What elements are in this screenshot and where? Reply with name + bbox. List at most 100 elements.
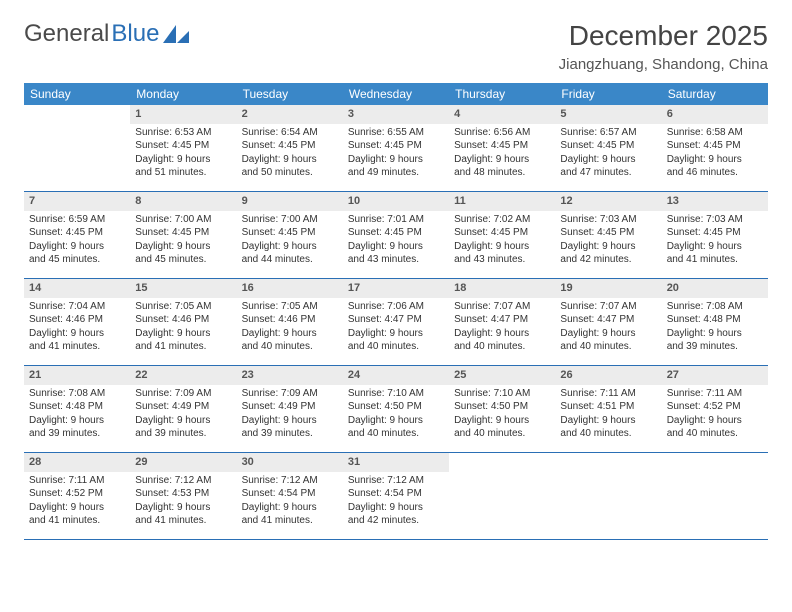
day-sunset: Sunset: 4:48 PM [29,400,125,414]
day-body: Sunrise: 7:12 AMSunset: 4:53 PMDaylight:… [130,472,236,534]
day-body: Sunrise: 7:09 AMSunset: 4:49 PMDaylight:… [237,385,343,447]
day-sunrise: Sunrise: 7:10 AM [348,387,444,401]
day-daylight1: Daylight: 9 hours [29,501,125,515]
day-daylight1: Daylight: 9 hours [348,153,444,167]
day-sunrise: Sunrise: 7:12 AM [135,474,231,488]
day-sunset: Sunset: 4:52 PM [29,487,125,501]
day-sunrise: Sunrise: 7:10 AM [454,387,550,401]
day-sunset: Sunset: 4:45 PM [667,139,763,153]
day-body: Sunrise: 7:11 AMSunset: 4:52 PMDaylight:… [662,385,768,447]
day-number: 17 [343,279,449,298]
week-row: 21Sunrise: 7:08 AMSunset: 4:48 PMDayligh… [24,366,768,453]
day-sunset: Sunset: 4:45 PM [135,226,231,240]
week-row: 28Sunrise: 7:11 AMSunset: 4:52 PMDayligh… [24,453,768,540]
logo-sail-icon [163,25,189,43]
day-sunset: Sunset: 4:47 PM [348,313,444,327]
day-sunset: Sunset: 4:51 PM [560,400,656,414]
day-daylight1: Daylight: 9 hours [135,414,231,428]
day-cell: 22Sunrise: 7:09 AMSunset: 4:49 PMDayligh… [130,366,236,452]
day-daylight2: and 43 minutes. [348,253,444,267]
day-daylight1: Daylight: 9 hours [348,327,444,341]
day-cell: 14Sunrise: 7:04 AMSunset: 4:46 PMDayligh… [24,279,130,365]
day-number: 6 [662,105,768,124]
day-sunset: Sunset: 4:45 PM [560,139,656,153]
day-sunrise: Sunrise: 7:08 AM [667,300,763,314]
day-number: 29 [130,453,236,472]
day-cell: 25Sunrise: 7:10 AMSunset: 4:50 PMDayligh… [449,366,555,452]
day-daylight2: and 45 minutes. [135,253,231,267]
week-row: 14Sunrise: 7:04 AMSunset: 4:46 PMDayligh… [24,279,768,366]
day-sunset: Sunset: 4:46 PM [135,313,231,327]
day-daylight1: Daylight: 9 hours [454,414,550,428]
day-cell: 23Sunrise: 7:09 AMSunset: 4:49 PMDayligh… [237,366,343,452]
day-sunrise: Sunrise: 7:08 AM [29,387,125,401]
day-cell: 21Sunrise: 7:08 AMSunset: 4:48 PMDayligh… [24,366,130,452]
day-daylight2: and 40 minutes. [667,427,763,441]
weekday-header: Wednesday [343,83,449,105]
day-cell: 18Sunrise: 7:07 AMSunset: 4:47 PMDayligh… [449,279,555,365]
day-body: Sunrise: 6:58 AMSunset: 4:45 PMDaylight:… [662,124,768,186]
day-daylight2: and 39 minutes. [135,427,231,441]
day-body: Sunrise: 7:10 AMSunset: 4:50 PMDaylight:… [449,385,555,447]
day-number: 20 [662,279,768,298]
day-cell: 11Sunrise: 7:02 AMSunset: 4:45 PMDayligh… [449,192,555,278]
day-number: 2 [237,105,343,124]
day-sunrise: Sunrise: 7:09 AM [135,387,231,401]
day-body: Sunrise: 7:10 AMSunset: 4:50 PMDaylight:… [343,385,449,447]
day-daylight1: Daylight: 9 hours [560,414,656,428]
day-daylight2: and 41 minutes. [135,514,231,528]
day-daylight2: and 50 minutes. [242,166,338,180]
day-cell: 17Sunrise: 7:06 AMSunset: 4:47 PMDayligh… [343,279,449,365]
day-daylight2: and 40 minutes. [348,427,444,441]
day-sunrise: Sunrise: 7:03 AM [667,213,763,227]
day-cell [662,453,768,539]
day-daylight1: Daylight: 9 hours [454,327,550,341]
weekday-header-row: Sunday Monday Tuesday Wednesday Thursday… [24,83,768,105]
day-number: 30 [237,453,343,472]
day-body: Sunrise: 6:56 AMSunset: 4:45 PMDaylight:… [449,124,555,186]
day-body: Sunrise: 7:12 AMSunset: 4:54 PMDaylight:… [237,472,343,534]
day-body: Sunrise: 7:01 AMSunset: 4:45 PMDaylight:… [343,211,449,273]
day-cell: 29Sunrise: 7:12 AMSunset: 4:53 PMDayligh… [130,453,236,539]
day-cell: 7Sunrise: 6:59 AMSunset: 4:45 PMDaylight… [24,192,130,278]
day-body: Sunrise: 7:05 AMSunset: 4:46 PMDaylight:… [237,298,343,360]
day-daylight2: and 40 minutes. [560,340,656,354]
day-number: 28 [24,453,130,472]
title-block: December 2025 Jiangzhuang, Shandong, Chi… [559,20,768,73]
day-number: 8 [130,192,236,211]
day-sunrise: Sunrise: 6:57 AM [560,126,656,140]
day-daylight1: Daylight: 9 hours [560,327,656,341]
day-sunset: Sunset: 4:45 PM [242,226,338,240]
day-sunset: Sunset: 4:45 PM [242,139,338,153]
day-cell: 24Sunrise: 7:10 AMSunset: 4:50 PMDayligh… [343,366,449,452]
day-sunrise: Sunrise: 6:58 AM [667,126,763,140]
day-body: Sunrise: 7:08 AMSunset: 4:48 PMDaylight:… [662,298,768,360]
day-daylight2: and 47 minutes. [560,166,656,180]
week-row: 1Sunrise: 6:53 AMSunset: 4:45 PMDaylight… [24,105,768,192]
day-body: Sunrise: 6:53 AMSunset: 4:45 PMDaylight:… [130,124,236,186]
day-sunset: Sunset: 4:49 PM [242,400,338,414]
day-daylight1: Daylight: 9 hours [667,327,763,341]
day-daylight2: and 40 minutes. [560,427,656,441]
day-number: 26 [555,366,661,385]
day-daylight1: Daylight: 9 hours [242,327,338,341]
day-daylight1: Daylight: 9 hours [667,240,763,254]
day-body: Sunrise: 7:00 AMSunset: 4:45 PMDaylight:… [130,211,236,273]
day-sunset: Sunset: 4:48 PM [667,313,763,327]
day-body: Sunrise: 7:07 AMSunset: 4:47 PMDaylight:… [555,298,661,360]
weekday-header: Tuesday [237,83,343,105]
page-title: December 2025 [559,20,768,52]
day-daylight2: and 41 minutes. [667,253,763,267]
day-number: 1 [130,105,236,124]
day-sunset: Sunset: 4:45 PM [348,226,444,240]
day-number: 14 [24,279,130,298]
day-sunrise: Sunrise: 7:12 AM [242,474,338,488]
day-sunset: Sunset: 4:53 PM [135,487,231,501]
day-sunset: Sunset: 4:54 PM [242,487,338,501]
day-daylight2: and 48 minutes. [454,166,550,180]
day-sunrise: Sunrise: 7:11 AM [667,387,763,401]
day-daylight1: Daylight: 9 hours [560,240,656,254]
day-sunrise: Sunrise: 7:05 AM [135,300,231,314]
day-number: 12 [555,192,661,211]
day-cell: 26Sunrise: 7:11 AMSunset: 4:51 PMDayligh… [555,366,661,452]
